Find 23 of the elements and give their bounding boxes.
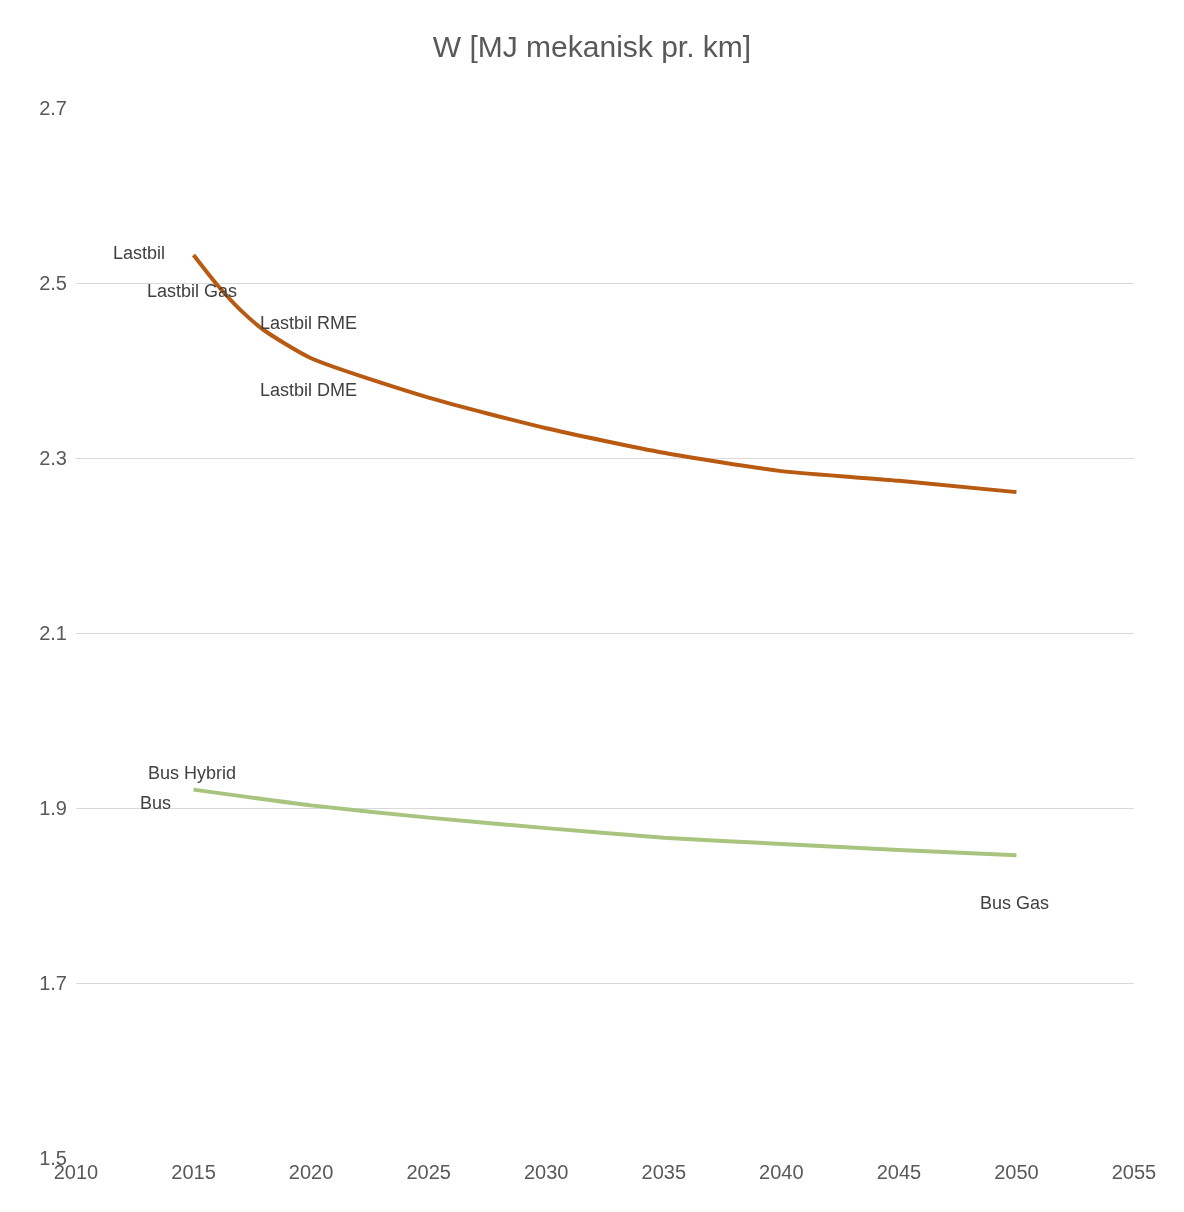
y-tick-label: 2.5 bbox=[39, 272, 67, 294]
annotation: Bus Gas bbox=[980, 893, 1050, 913]
annotation: Lastbil bbox=[113, 243, 166, 263]
y-tick-label: 2.7 bbox=[39, 97, 67, 119]
annotation: Bus bbox=[140, 793, 172, 813]
x-tick-label: 2040 bbox=[759, 1161, 804, 1183]
y-tick-label: 2.3 bbox=[39, 447, 67, 469]
annotation: Lastbil DME bbox=[260, 380, 358, 400]
x-tick-label: 2050 bbox=[994, 1161, 1039, 1183]
y-tick-label: 2.1 bbox=[39, 622, 67, 644]
x-tick-label: 2055 bbox=[1111, 1161, 1157, 1183]
x-tick-label: 2045 bbox=[876, 1161, 922, 1183]
y-tick-label: 1.7 bbox=[39, 972, 67, 994]
x-tick-label: 2025 bbox=[406, 1161, 451, 1183]
x-tick-label: 2035 bbox=[641, 1161, 687, 1183]
y-tick-label: 1.9 bbox=[39, 797, 67, 819]
x-tick-label: 2020 bbox=[288, 1161, 334, 1183]
chart-title: W [MJ mekanisk pr. km] bbox=[432, 30, 752, 64]
annotation: Lastbil RME bbox=[260, 313, 358, 333]
x-tick-label: 2030 bbox=[523, 1161, 569, 1183]
annotation: Bus Hybrid bbox=[148, 763, 237, 783]
x-tick-label: 2015 bbox=[171, 1161, 216, 1183]
line-series bbox=[191, 787, 1019, 858]
